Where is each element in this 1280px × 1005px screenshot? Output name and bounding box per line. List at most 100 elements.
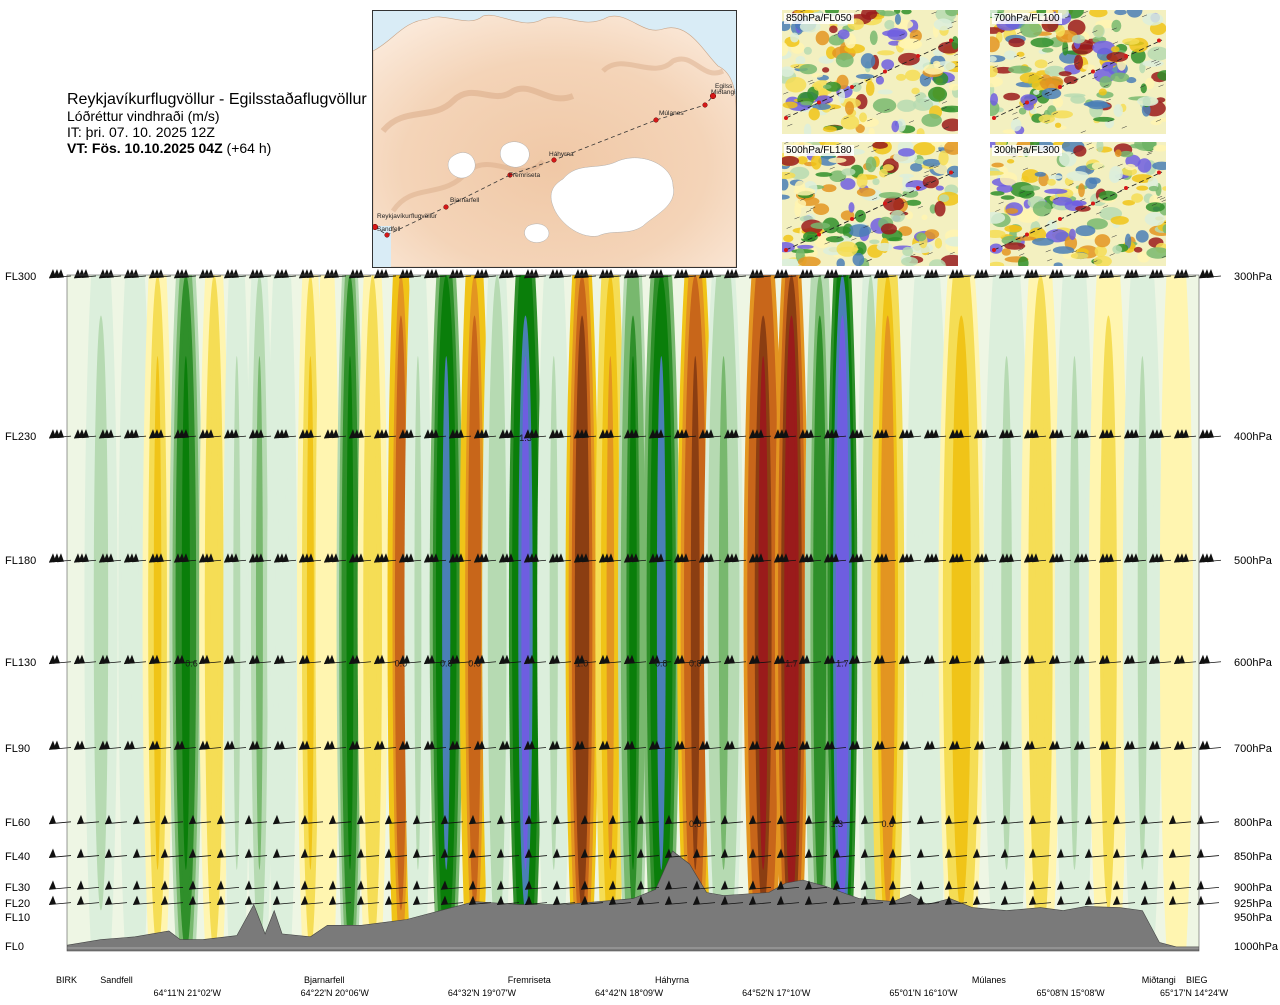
wind-barb [548,553,572,563]
wind-barb [198,740,222,750]
wind-barb [298,429,322,439]
wind-barb [848,553,872,563]
wind-barb [223,429,247,439]
wind-barb [123,553,147,563]
wind-barb [692,895,716,906]
wind-barb [973,740,997,750]
wind-band [1069,356,1080,870]
contour-value-label: 0.6 [185,659,198,669]
wind-barb [1073,740,1097,750]
wind-barb [608,848,632,858]
right-axis-label: 400hPa [1234,431,1272,444]
wind-barb [448,740,472,750]
terrain-profile [67,850,1199,951]
wind-barb [916,880,940,890]
wind-barb [524,848,548,858]
wind-barb [648,553,672,563]
wind-barb [888,895,912,906]
wind-barb [423,740,447,750]
wind-barb [720,895,744,906]
wind-barb [873,429,897,439]
wind-band [549,356,558,870]
wind-barb [673,553,697,563]
wind-barb [673,654,697,665]
wind-band [414,356,422,870]
wind-barb [216,848,240,858]
wind-barb [198,553,222,563]
route-waypoint-axis-label: Háhyrna [654,975,689,985]
wind-band [815,356,824,870]
route-waypoint-dot [551,157,557,163]
glacier-vatnajokull [550,157,674,237]
wind-barb [373,429,397,439]
wind-barb [636,895,660,906]
right-axis-label: 900hPa [1234,882,1272,895]
wind-barb [998,740,1022,750]
wind-barb [272,880,296,890]
wind-barb [188,814,212,825]
wind-barb [1198,269,1222,279]
wind-barb [1198,553,1222,563]
wind-barb [473,740,497,750]
wind-band [955,356,967,870]
route-coordinate-label: 65°17'N 14°24'W [1160,988,1229,998]
thumbnail-field [782,142,958,266]
wind-barb [1028,848,1052,858]
wind-barbs [48,269,1222,906]
wind-barb [98,740,122,750]
wind-barb [748,880,772,890]
left-axis-label: FL130 [5,656,37,669]
thumbnail-map-1[interactable]: 850hPa/FL050 [782,10,958,134]
right-axis-label: 850hPa [1234,850,1272,863]
thumbnail-map-4[interactable]: 300hPa/FL300 [990,142,1166,266]
contour-value-label: 1.3 [519,433,532,443]
wind-band [153,356,162,870]
wind-barb [832,880,856,890]
wind-barb [648,269,672,279]
wind-barb [323,269,347,279]
wind-barb [798,740,822,750]
wind-barb [188,895,212,906]
wind-barb [1098,269,1122,279]
thumbnail-field [782,10,958,134]
wind-band [442,356,451,870]
wind-band [521,356,530,870]
route-waypoint-axis-label: Bjarnarfell [304,975,345,985]
wind-barb [673,429,697,439]
wind-barb [73,269,97,279]
wind-barb [916,848,940,858]
wind-barb [798,429,822,439]
route-waypoint-label: Háhyrna [549,151,574,158]
wind-barb [298,269,322,279]
wind-barb [848,654,872,665]
wind-barb [608,814,632,825]
wind-barb [198,654,222,665]
wind-barb [468,848,492,858]
wind-barb [348,553,372,563]
thumbnail-map-3[interactable]: 500hPa/FL180 [782,142,958,266]
wind-barb [1028,895,1052,906]
thumbnail-map-2[interactable]: 700hPa/FL100 [990,10,1166,134]
wind-barb [1098,553,1122,563]
wind-barb [223,269,247,279]
iceland-landmass [373,14,736,267]
wind-barb [440,880,464,890]
wind-barb [272,848,296,858]
cross-section-chart: 0.6 0.6 0.8 0.6 1.0 0.8 0.8 1.7 1.7 1.3 0.8 1.3 0.6 [48,269,1222,952]
glacier-langjokull [447,152,476,179]
wind-barb [448,269,472,279]
wind-barb [573,654,597,665]
contour-value-label: 0.8 [655,659,668,669]
wind-barb [898,740,922,750]
left-axis-label: FL0 [5,941,24,953]
glacier-myrdalsjokull [524,223,550,243]
route-waypoints: Reykjavíkurflugvöllur Sandfell Bjarnarfell… [373,83,736,238]
wind-barb [373,740,397,750]
wind-barb [104,848,128,858]
wind-barb [1073,269,1097,279]
wind-barb [664,848,688,858]
wind-barb [776,880,800,890]
left-axis-label: FL20 [5,897,31,910]
plot-frame [66,274,1200,952]
wind-barb [692,848,716,858]
